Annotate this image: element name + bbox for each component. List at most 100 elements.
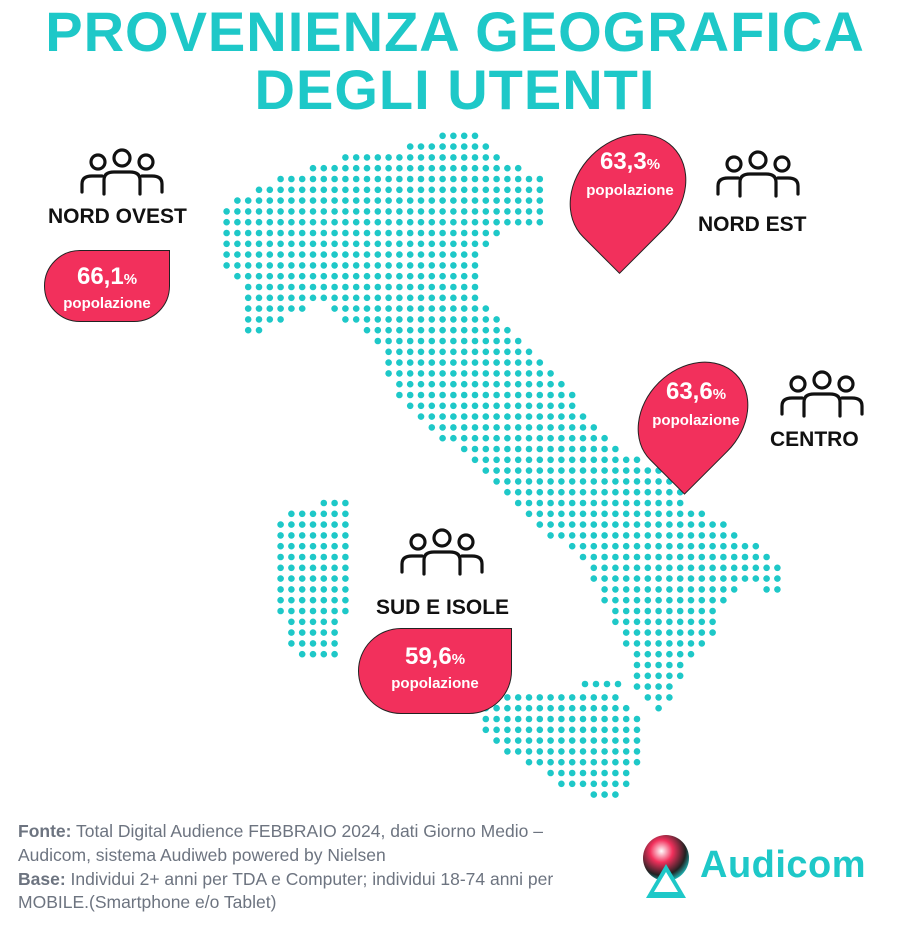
map-dot — [601, 737, 608, 744]
map-dot — [298, 510, 306, 518]
map-dot — [396, 197, 403, 204]
map-dot — [525, 434, 533, 442]
map-dot — [342, 499, 349, 507]
map-dot — [277, 251, 284, 258]
map-dot — [601, 748, 608, 755]
map-dot — [460, 272, 468, 280]
map-dot — [234, 262, 241, 269]
map-dot — [504, 694, 511, 701]
map-dot — [590, 780, 598, 788]
map-dot — [601, 499, 608, 507]
map-dot — [666, 542, 673, 550]
map-dot — [385, 164, 392, 172]
map-dot — [774, 586, 781, 593]
map-dot — [720, 553, 727, 561]
map-dot — [568, 488, 576, 496]
map-dot — [612, 575, 619, 582]
map-dot — [666, 629, 673, 636]
map-dot — [298, 283, 306, 291]
map-dot — [622, 467, 630, 474]
map-dot — [655, 499, 662, 507]
map-dot — [277, 218, 284, 226]
map-dot — [558, 748, 565, 755]
map-dot — [655, 607, 662, 615]
map-dot — [612, 715, 619, 723]
map-dot — [406, 316, 414, 323]
map-dot — [255, 283, 263, 291]
map-dot — [622, 596, 630, 604]
map-dot — [633, 640, 641, 647]
map-dot — [612, 618, 619, 626]
map-dot — [590, 478, 598, 485]
map-dot — [579, 456, 587, 464]
map-dot — [763, 586, 770, 593]
map-dot — [612, 445, 619, 453]
map-dot — [633, 521, 641, 528]
map-dot — [493, 316, 500, 323]
map-dot — [255, 218, 263, 226]
map-dot — [396, 229, 403, 237]
map-dot — [493, 229, 500, 237]
map-dot — [255, 208, 263, 215]
map-dot — [493, 175, 500, 183]
map-dot — [504, 424, 511, 431]
map-dot — [277, 208, 284, 215]
map-dot — [396, 294, 403, 302]
map-dot — [655, 478, 662, 485]
map-dot — [342, 294, 349, 302]
map-dot — [374, 208, 382, 215]
map-dot — [547, 521, 554, 528]
map-dot — [558, 445, 565, 453]
map-dot — [374, 229, 382, 237]
map-dot — [547, 380, 554, 388]
region-name-nord-est: NORD EST — [698, 213, 807, 236]
map-dot — [439, 164, 446, 172]
map-dot — [244, 208, 252, 215]
map-dot — [666, 596, 673, 604]
map-dot — [288, 607, 295, 615]
map-dot — [590, 510, 598, 518]
map-dot — [504, 715, 511, 723]
map-dot — [536, 510, 544, 518]
map-dot — [633, 726, 641, 734]
map-dot — [471, 434, 479, 442]
map-dot — [514, 175, 522, 183]
map-dot — [450, 229, 457, 237]
map-dot — [331, 575, 338, 582]
map-dot — [352, 164, 360, 172]
map-dot — [655, 564, 662, 572]
map-dot — [417, 164, 425, 172]
map-dot — [709, 629, 716, 636]
map-dot — [687, 607, 695, 615]
map-dot — [666, 694, 673, 701]
map-dot — [342, 607, 349, 615]
map-dot — [439, 132, 446, 140]
map-dot — [374, 337, 382, 345]
map-dot — [601, 715, 608, 723]
map-dot — [223, 251, 230, 258]
map-dot — [525, 413, 533, 420]
map-dot — [417, 413, 425, 420]
map-dot — [568, 413, 576, 420]
map-dot — [601, 726, 608, 734]
map-dot — [536, 197, 544, 204]
map-dot — [417, 272, 425, 280]
map-dot — [676, 542, 684, 550]
map-dot — [493, 337, 500, 345]
map-dot — [450, 380, 457, 388]
map-dot — [320, 175, 328, 183]
map-dot — [655, 694, 662, 701]
map-dot — [590, 704, 598, 712]
map-dot — [612, 532, 619, 539]
map-dot — [234, 251, 241, 258]
map-dot — [439, 272, 446, 280]
map-dot — [568, 737, 576, 744]
map-dot — [590, 769, 598, 777]
map-dot — [579, 758, 587, 766]
map-dot — [342, 564, 349, 572]
map-dot — [309, 240, 317, 248]
map-dot — [288, 240, 295, 248]
map-dot — [439, 348, 446, 356]
map-dot — [720, 564, 727, 572]
map-dot — [579, 780, 587, 788]
